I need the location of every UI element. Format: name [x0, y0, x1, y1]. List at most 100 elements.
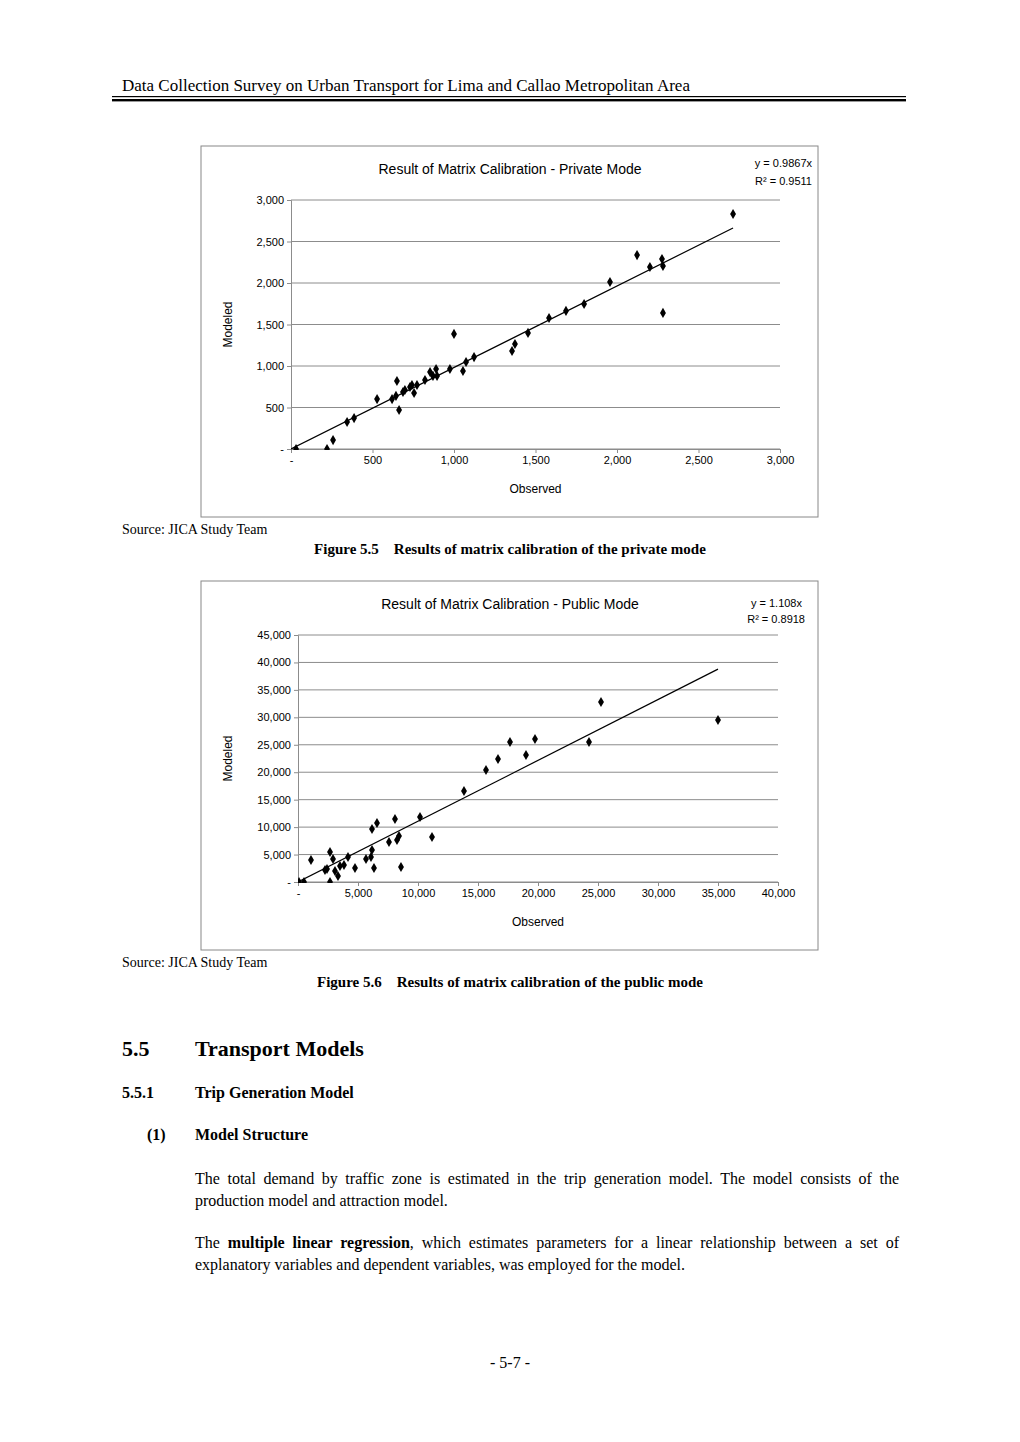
plot-area: [298, 669, 721, 883]
trend-equation: y = 1.108x: [751, 597, 803, 609]
data-point: [398, 862, 404, 872]
data-point: [345, 852, 351, 862]
paragraph-text: The: [195, 1234, 228, 1251]
chart-frame: [201, 146, 818, 517]
grid-line: [298, 662, 778, 663]
chart-title: Result of Matrix Calibration - Public Mo…: [381, 596, 639, 612]
tick-mark: [454, 449, 455, 453]
x-axis: -5,00010,00015,00020,00025,00030,00035,0…: [297, 882, 796, 899]
tick-mark: [617, 449, 618, 453]
y-tick: -: [287, 876, 298, 888]
data-point: [581, 299, 587, 309]
data-point: [411, 388, 417, 398]
tick-mark: [287, 366, 291, 367]
y-tick: 2,500: [256, 236, 291, 248]
data-point: [660, 308, 666, 318]
grid-line: [298, 744, 778, 745]
data-point: [422, 375, 428, 385]
tick-mark: [294, 745, 298, 746]
grid-line: [298, 772, 778, 773]
tick-label: 30,000: [257, 711, 291, 723]
data-point: [341, 860, 347, 870]
data-point: [483, 765, 489, 775]
x-tick: 500: [364, 449, 382, 466]
data-point: [344, 417, 350, 427]
axis-line: [292, 450, 781, 454]
header-rule: [112, 96, 906, 97]
y-tick: 25,000: [257, 739, 298, 751]
tick-mark: [418, 882, 419, 886]
chart: -5001,0001,5002,0002,5003,000-5001,0001,…: [201, 146, 818, 517]
data-point: [461, 786, 467, 796]
data-point: [396, 405, 402, 415]
tick-label: 500: [364, 454, 382, 466]
data-point: [393, 391, 399, 401]
data-point: [433, 364, 439, 374]
grid-line: [298, 689, 778, 690]
tick-label: 3,000: [767, 454, 795, 466]
x-tick: 25,000: [582, 882, 616, 899]
tick-mark: [294, 635, 298, 636]
x-tick: 3,000: [767, 449, 795, 466]
data-point: [495, 754, 501, 764]
data-point: [523, 750, 529, 760]
trend-r2: R² = 0.8918: [747, 613, 805, 625]
tick-label: 45,000: [257, 629, 291, 641]
tick-label: 500: [266, 402, 284, 414]
data-point: [324, 444, 330, 450]
tick-mark: [718, 882, 719, 886]
tick-mark: [598, 882, 599, 886]
data-point: [301, 877, 307, 883]
x-tick: 5,000: [345, 882, 373, 899]
data-point: [352, 863, 358, 873]
chart-title: Result of Matrix Calibration - Private M…: [379, 161, 642, 177]
grid-line: [298, 717, 778, 718]
tick-label: 10,000: [257, 821, 291, 833]
data-point: [447, 364, 453, 374]
x-tick: 30,000: [642, 882, 676, 899]
grid-line: [291, 324, 780, 325]
data-point: [471, 352, 477, 362]
y-tick: 1,500: [256, 319, 291, 331]
grid-line: [291, 366, 780, 367]
data-point: [327, 877, 333, 883]
y-axis: -5,00010,00015,00020,00025,00030,00035,0…: [257, 629, 298, 888]
section-title: Transport Models: [195, 1036, 364, 1062]
tick-mark: [287, 200, 291, 201]
section-number: 5.5: [122, 1036, 150, 1062]
tick-label: -: [287, 876, 291, 888]
figure-source: Source: JICA Study Team: [122, 955, 267, 971]
trend-equation: y = 0.9867x: [755, 157, 813, 169]
tick-label: -: [280, 443, 284, 455]
x-tick: 2,500: [685, 449, 713, 466]
tick-mark: [294, 827, 298, 828]
data-point: [546, 313, 552, 323]
tick-mark: [294, 855, 298, 856]
tick-label: -: [290, 454, 294, 466]
tick-mark: [294, 662, 298, 663]
subsection-title: Trip Generation Model: [195, 1084, 354, 1102]
data-point: [414, 380, 420, 390]
tick-label: 15,000: [462, 887, 496, 899]
tick-label: 35,000: [702, 887, 736, 899]
data-point: [451, 329, 457, 339]
x-tick: 2,000: [604, 449, 632, 466]
data-point: [374, 818, 380, 828]
data-point: [429, 832, 435, 842]
data-point: [659, 254, 665, 264]
grid-line: [298, 799, 778, 800]
grid-line: [291, 283, 780, 284]
tick-mark: [699, 449, 700, 453]
paragraph: The total demand by traffic zone is esti…: [195, 1168, 899, 1212]
y-tick: 5,000: [263, 849, 298, 861]
grid-line: [298, 635, 778, 636]
x-tick: -: [290, 449, 294, 466]
trendline: [298, 669, 718, 882]
y-tick: 40,000: [257, 656, 298, 668]
tick-mark: [294, 772, 298, 773]
grid-line: [291, 200, 780, 201]
y-tick: 2,000: [256, 277, 291, 289]
data-point: [647, 262, 653, 272]
y-tick: -: [280, 443, 291, 455]
x-tick: 1,000: [441, 449, 469, 466]
